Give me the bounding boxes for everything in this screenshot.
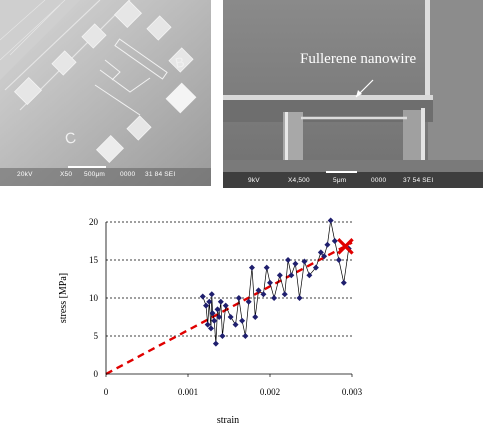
data-point bbox=[327, 217, 334, 224]
data-point bbox=[296, 295, 303, 301]
data-point bbox=[285, 257, 292, 263]
data-point bbox=[281, 291, 288, 298]
sem-image-nanowire: Fullerene nanowire 9kV X4,500 5μm 0000 3… bbox=[223, 0, 483, 188]
x-tick-label: 0 bbox=[104, 387, 109, 397]
x-tick-label: 0.002 bbox=[260, 387, 280, 397]
y-tick-label: 5 bbox=[94, 331, 99, 341]
data-point bbox=[263, 264, 270, 271]
data-point bbox=[252, 314, 259, 320]
data-point bbox=[227, 314, 234, 320]
data-point bbox=[255, 287, 262, 294]
data-point bbox=[267, 279, 273, 286]
data-point bbox=[306, 272, 313, 279]
sem-right-scale: 5μm bbox=[333, 177, 347, 184]
y-tick-label: 10 bbox=[89, 293, 99, 303]
grid-lines bbox=[106, 221, 352, 337]
data-point bbox=[209, 310, 216, 317]
fit-line-layer bbox=[105, 241, 353, 376]
data-point bbox=[312, 264, 319, 271]
sem-left-code: 0000 bbox=[120, 171, 136, 178]
data-point bbox=[292, 260, 299, 267]
stress-strain-chart: 0 5 10 15 20 0 0.001 0.002 0.003 strain stress [… bbox=[0, 196, 483, 432]
data-point bbox=[232, 321, 239, 328]
data-point bbox=[214, 306, 221, 313]
chip-letter-b: B bbox=[174, 54, 186, 71]
data-point bbox=[222, 302, 229, 309]
axes: 0 5 10 15 20 0 0.001 0.002 0.003 bbox=[89, 217, 363, 397]
data-point bbox=[301, 258, 308, 265]
x-axis-label: strain bbox=[217, 415, 239, 426]
sem-left-session: 31 84 SEI bbox=[145, 171, 176, 178]
data-point bbox=[235, 295, 242, 301]
data-point bbox=[331, 238, 338, 244]
data-point bbox=[216, 314, 223, 320]
data-point bbox=[204, 321, 211, 328]
data-point bbox=[199, 293, 206, 300]
data-point bbox=[288, 272, 295, 279]
data-point bbox=[206, 298, 213, 305]
data-point bbox=[245, 298, 252, 305]
sem-right-session: 37 54 SEI bbox=[403, 177, 434, 184]
sem-left-mag: X50 bbox=[60, 171, 73, 178]
y-tick-label: 15 bbox=[89, 255, 99, 265]
series-line bbox=[202, 220, 350, 344]
nanowire-annotation: Fullerene nanowire bbox=[300, 51, 417, 67]
scale-bar-left bbox=[68, 166, 106, 168]
data-point bbox=[239, 317, 246, 324]
y-axis-label: stress [MPa] bbox=[58, 273, 69, 323]
data-point bbox=[242, 333, 249, 339]
data-point bbox=[207, 325, 214, 332]
data-point bbox=[217, 298, 224, 305]
y-tick-label: 20 bbox=[89, 217, 99, 227]
sem-left-kv: 20kV bbox=[17, 171, 33, 178]
chart-svg: 0 5 10 15 20 0 0.001 0.002 0.003 strain stress [… bbox=[58, 217, 363, 426]
series-layer bbox=[199, 217, 354, 347]
y-tick-label: 0 bbox=[94, 369, 99, 379]
data-point bbox=[248, 264, 255, 271]
highlight-cross bbox=[337, 238, 354, 255]
sem-nanowire-drawing bbox=[223, 0, 483, 188]
data-point bbox=[212, 340, 219, 347]
sem-right-kv: 9kV bbox=[248, 177, 260, 184]
data-point bbox=[208, 291, 215, 298]
data-point bbox=[335, 257, 342, 263]
sem-chip-drawing: B C bbox=[0, 0, 211, 186]
sem-right-mag: X4,500 bbox=[288, 177, 310, 184]
data-point bbox=[260, 291, 267, 298]
sem-left-scale: 500μm bbox=[84, 171, 106, 178]
x-tick-label: 0.001 bbox=[178, 387, 198, 397]
data-point bbox=[324, 241, 331, 248]
sem-image-chip: B C 20kV X50 500μm 0000 31 84 SEI bbox=[0, 0, 211, 186]
chip-letter-c: C bbox=[64, 129, 78, 148]
sem-right-code: 0000 bbox=[371, 177, 387, 184]
x-tick-label: 0.003 bbox=[342, 387, 363, 397]
data-point bbox=[276, 272, 283, 279]
fit-line bbox=[105, 241, 353, 376]
data-point bbox=[219, 333, 226, 339]
data-point bbox=[271, 295, 278, 301]
scale-bar-right bbox=[326, 171, 357, 173]
data-point bbox=[317, 249, 324, 256]
data-point bbox=[211, 317, 218, 324]
data-point bbox=[340, 279, 347, 286]
data-point bbox=[203, 302, 210, 309]
